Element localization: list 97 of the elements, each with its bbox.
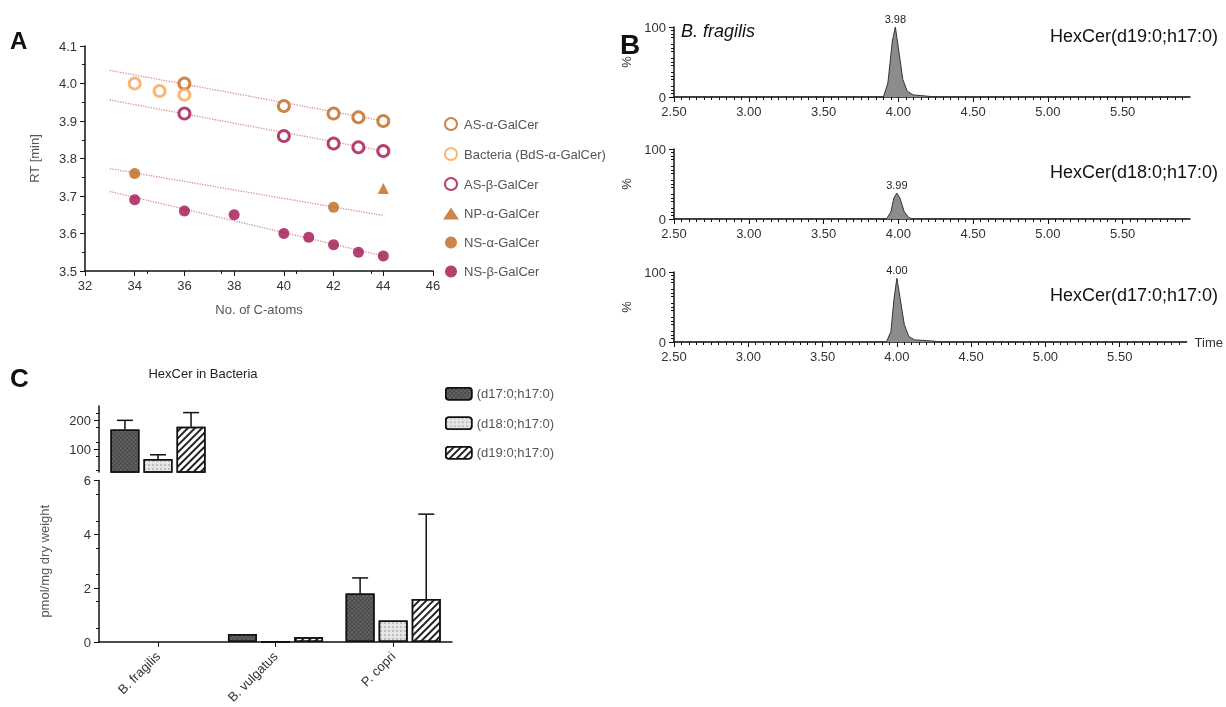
x-tick-label: 34 <box>127 278 142 293</box>
y-tick-label: 3.8 <box>58 151 77 166</box>
point <box>328 239 340 251</box>
point <box>377 250 389 262</box>
x-tick-label: 40 <box>276 278 292 293</box>
point <box>276 129 291 143</box>
y-axis-title: pmol/mg dry weight <box>37 504 52 618</box>
point <box>276 99 291 113</box>
y-tick-label: 3.7 <box>58 188 77 204</box>
point <box>129 194 141 206</box>
point <box>376 114 391 128</box>
point <box>278 228 290 239</box>
x-tick-label: 36 <box>177 278 192 293</box>
y-tick-label: 4 <box>83 526 91 542</box>
x-tick-label: 4.50 <box>960 226 986 241</box>
y-tick-label: 100 <box>644 19 666 35</box>
point <box>351 140 366 155</box>
x-tick-label: 4.00 <box>885 104 911 119</box>
point <box>303 231 315 243</box>
y-axis-title: RT [min] <box>27 134 42 183</box>
point <box>352 246 364 258</box>
x-tick-label: 4.50 <box>958 349 984 364</box>
x-tick-label: 5.00 <box>1032 349 1059 364</box>
y-tick-label: 0 <box>658 334 666 350</box>
x-tick-label: 38 <box>226 278 242 293</box>
x-tick-label: 5.50 <box>1110 104 1136 119</box>
chart-title: HexCer(d19:0;h17:0) <box>1049 26 1218 46</box>
y-axis-title: % <box>619 300 635 313</box>
legend-label: NP-α-GalCer <box>464 206 541 221</box>
x-tick-label: 32 <box>77 278 93 293</box>
x-tick-label: 4.00 <box>885 226 911 241</box>
x-tick-label: 3.50 <box>810 226 837 241</box>
x-axis-title: No. of C-atoms <box>215 302 304 317</box>
x-tick-label: 2.50 <box>661 226 687 241</box>
point <box>326 136 341 151</box>
legend-label: (d17:0;h17:0) <box>476 386 555 402</box>
x-tick-label: 2.50 <box>661 349 687 364</box>
y-tick-label: 100 <box>644 264 666 280</box>
x-tick-label: 3.00 <box>735 349 761 364</box>
y-tick-label: 2 <box>83 580 91 596</box>
point <box>328 201 340 213</box>
y-tick-label: 4.1 <box>58 38 77 54</box>
x-tick-label: 44 <box>376 278 391 293</box>
x-tick-label: 2.50 <box>661 104 687 119</box>
point <box>129 168 141 179</box>
y-tick-label: 6 <box>83 473 91 488</box>
x-tick-label: 5.50 <box>1107 349 1133 364</box>
legend-label: Bacteria (BdS-α-GalCer) <box>464 146 606 162</box>
x-tick-label: 4.00 <box>884 349 910 364</box>
y-tick-label: 100 <box>644 141 666 157</box>
text: A <box>10 26 28 54</box>
annotation: 3.99 <box>886 178 908 191</box>
y-tick-label: 3.5 <box>58 263 77 279</box>
point <box>177 106 192 121</box>
x-axis-title: Time <box>1194 334 1223 350</box>
x-tick-label: 46 <box>425 278 441 293</box>
x-tick-label: 4.50 <box>960 104 986 119</box>
text: C <box>10 363 29 393</box>
x-tick-label: 3.00 <box>736 104 762 119</box>
legend-label: (d19:0;h17:0) <box>476 445 555 461</box>
annotation: 3.98 <box>884 12 907 25</box>
x-tick-label: 42 <box>326 278 341 293</box>
x-tick-label: 5.50 <box>1110 226 1136 241</box>
point <box>177 76 192 91</box>
x-tick-label: 5.00 <box>1035 104 1061 119</box>
point <box>228 209 240 221</box>
y-tick-label: 3.6 <box>58 226 77 241</box>
legend-label: AS-α-GalCer <box>464 116 540 132</box>
point <box>177 87 192 102</box>
point <box>376 144 391 158</box>
legend-label: AS-β-GalCer <box>464 176 540 192</box>
annotation: B. fragilis <box>681 21 756 41</box>
x-tick-label: 3.00 <box>736 226 762 241</box>
annotation: 4.00 <box>886 263 908 276</box>
point <box>178 205 190 217</box>
y-tick-label: 4.0 <box>58 76 77 91</box>
text: HexCer(d17:0;h17:0) <box>1049 285 1218 305</box>
text: HexCer(d18:0;h17:0) <box>1049 162 1218 182</box>
legend-label: (d18:0;h17:0) <box>476 415 555 431</box>
legend-label: NS-β-GalCer <box>464 264 541 279</box>
y-tick-label: 0 <box>658 211 666 227</box>
y-tick-label: 3.9 <box>58 113 77 129</box>
y-tick-label: 100 <box>69 441 91 457</box>
x-tick-label: 3.50 <box>809 349 836 364</box>
y-axis-title: % <box>619 177 635 190</box>
x-tick-label: 5.00 <box>1035 226 1061 241</box>
point <box>152 84 167 98</box>
y-tick-label: 0 <box>83 634 91 650</box>
chart-title: HexCer in Bacteria <box>148 366 259 381</box>
legend-label: NS-α-GalCer <box>464 235 541 250</box>
x-tick-label: 3.50 <box>810 104 837 119</box>
point <box>326 106 341 121</box>
y-tick-label: 200 <box>69 412 91 428</box>
point <box>127 76 142 91</box>
y-tick-label: 0 <box>658 89 666 105</box>
point <box>377 183 389 194</box>
point <box>351 110 366 125</box>
